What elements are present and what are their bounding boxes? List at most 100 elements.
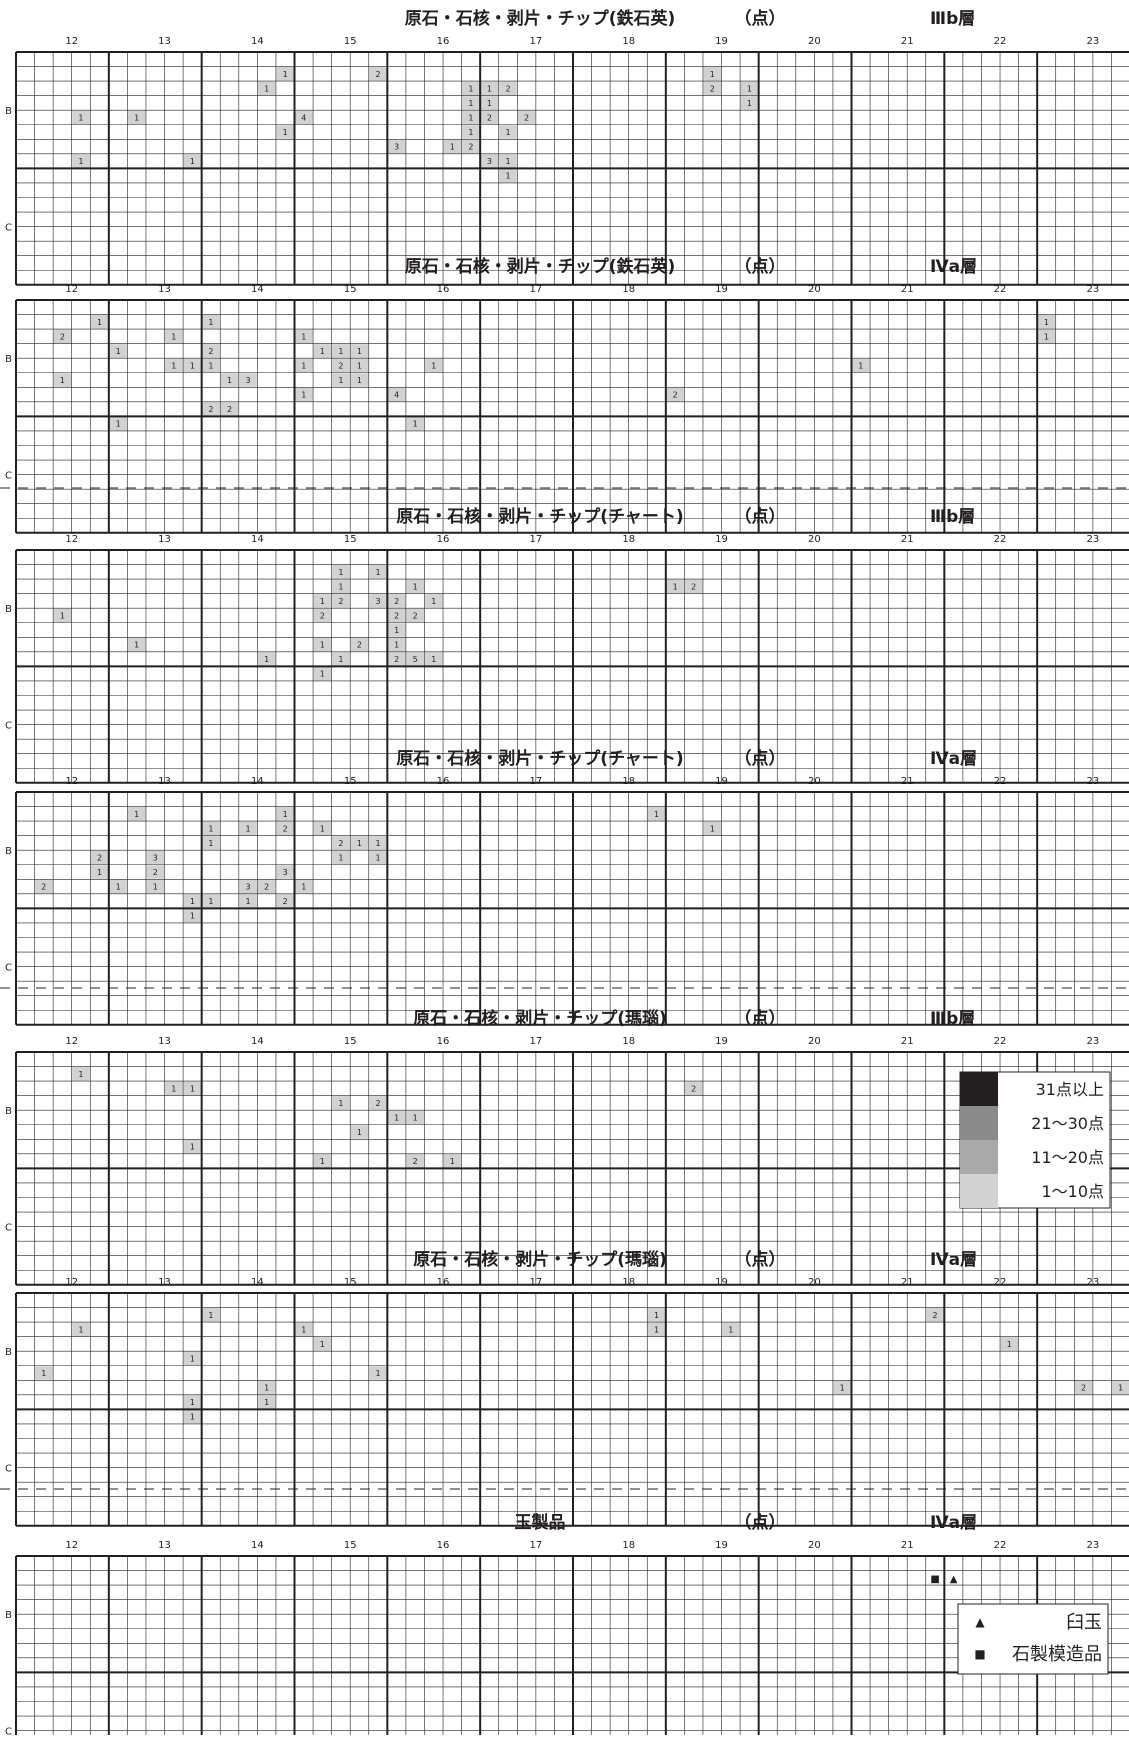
- cell-value: 2: [60, 332, 65, 341]
- grid-cell-fill: [462, 81, 480, 96]
- cell-value: 1: [1044, 318, 1049, 327]
- grid-cell-fill: [684, 579, 703, 594]
- grid-cell-fill: [443, 1154, 462, 1168]
- grid-cell-fill: [53, 329, 72, 344]
- column-label: 15: [344, 36, 357, 47]
- cell-value: 2: [264, 883, 269, 892]
- panel-7: 玉製品 （点） Ⅳa層 12 13 14 15 16 17 18 19 20 21 22 23 B C ■ ▲: [5, 1512, 1129, 1739]
- cell-value: 1: [376, 839, 381, 848]
- column-label: 17: [529, 284, 542, 295]
- grid-cell-fill: [666, 579, 684, 594]
- cell-value: 1: [264, 655, 269, 664]
- grid-cell-fill: [109, 879, 127, 894]
- panel-title: 原石・石核・剥片・チップ(チャート): [396, 748, 683, 769]
- column-label: 21: [901, 1540, 914, 1551]
- cell-value: 1: [134, 810, 139, 819]
- column-label: 13: [158, 1036, 171, 1047]
- legend-swatch: [960, 1174, 998, 1208]
- legend-label: 臼玉: [1066, 1612, 1102, 1633]
- grid-cell-fill: [90, 315, 109, 329]
- cell-value: 1: [376, 853, 381, 862]
- cell-value: 2: [320, 611, 325, 620]
- column-label: 14: [251, 36, 264, 47]
- column-label: 20: [808, 36, 821, 47]
- grid-cell-fill: [276, 125, 294, 139]
- grid-cell-fill: [1037, 315, 1056, 329]
- cell-value: 1: [190, 1413, 195, 1422]
- grid-cell-fill: [1037, 329, 1056, 344]
- column-label: 14: [251, 1277, 264, 1288]
- grid-cell-fill: [647, 1308, 666, 1322]
- grid-cell-fill: [647, 807, 666, 821]
- legend-symbol: ■: [974, 1647, 985, 1661]
- grid-cell-fill: [703, 81, 722, 96]
- cell-value: 5: [413, 655, 418, 664]
- grid-cell-fill: [647, 1322, 666, 1337]
- grid-cell-fill: [462, 125, 480, 139]
- cell-value: 2: [283, 897, 288, 906]
- panel-unit: （点）: [735, 1249, 786, 1270]
- grid-cell-fill: [480, 81, 499, 96]
- row-label: C: [5, 223, 12, 234]
- cell-value: 1: [246, 824, 251, 833]
- cell-value: 4: [301, 113, 306, 122]
- grid-cell-fill: [202, 402, 220, 416]
- column-label: 18: [622, 1036, 635, 1047]
- column-label: 13: [158, 36, 171, 47]
- grid-cell-fill: [332, 579, 350, 594]
- cell-value: 1: [301, 332, 306, 341]
- grid-cell-fill: [239, 821, 257, 836]
- density-legend: 31点以上 21～30点 11～20点 1～10点: [959, 1071, 1111, 1209]
- grid-cell-fill: [406, 608, 424, 623]
- cell-value: 1: [208, 361, 213, 370]
- cell-value: 1: [78, 1070, 83, 1079]
- grid-cell-fill: [295, 1322, 313, 1337]
- cell-value: 1: [468, 128, 473, 137]
- legend-label: 石製模造品: [1012, 1644, 1102, 1665]
- cell-value: 1: [320, 597, 325, 606]
- column-label: 18: [622, 284, 635, 295]
- grid-cell-fill: [406, 652, 424, 666]
- grid-cell-fill: [406, 416, 424, 431]
- cell-value: 1: [283, 70, 288, 79]
- grid-cell-fill: [313, 1337, 332, 1351]
- grid-cell-fill: [852, 358, 870, 373]
- grid-cell-fill: [202, 821, 220, 836]
- cell-value: 1: [134, 641, 139, 650]
- grid-cell-fill: [183, 1409, 202, 1424]
- grid-cell-fill: [276, 821, 294, 836]
- cell-value: 2: [283, 824, 288, 833]
- column-label: 20: [808, 1036, 821, 1047]
- cell-value: 1: [208, 318, 213, 327]
- cell-value: 2: [487, 113, 492, 122]
- cell-value: 2: [394, 611, 399, 620]
- column-label: 19: [715, 284, 728, 295]
- column-label: 19: [715, 1540, 728, 1551]
- grid-cell-fill: [703, 821, 722, 836]
- column-label: 20: [808, 534, 821, 545]
- grid-cell-fill: [146, 865, 165, 879]
- panel-title: 原石・石核・剥片・チップ(鉄石英): [405, 8, 676, 29]
- grid-cell-fill: [146, 850, 165, 865]
- cell-value: 1: [858, 361, 863, 370]
- cell-value: 1: [116, 347, 121, 356]
- cell-value: 1: [60, 611, 65, 620]
- column-label: 23: [1086, 284, 1099, 295]
- column-label: 17: [529, 1277, 542, 1288]
- grid-cell-fill: [1000, 1337, 1019, 1351]
- grid-cell-fill: [406, 1154, 424, 1168]
- grid-cell-fill: [72, 154, 90, 168]
- cell-value: 1: [468, 99, 473, 108]
- cell-value: 1: [320, 347, 325, 356]
- column-label: 12: [65, 284, 78, 295]
- cell-value: 1: [116, 420, 121, 429]
- cell-value: 1: [338, 376, 343, 385]
- grid-cell-fill: [183, 894, 202, 908]
- cell-value: 1: [116, 883, 121, 892]
- cell-value: 1: [41, 1369, 46, 1378]
- cell-value: 1: [190, 361, 195, 370]
